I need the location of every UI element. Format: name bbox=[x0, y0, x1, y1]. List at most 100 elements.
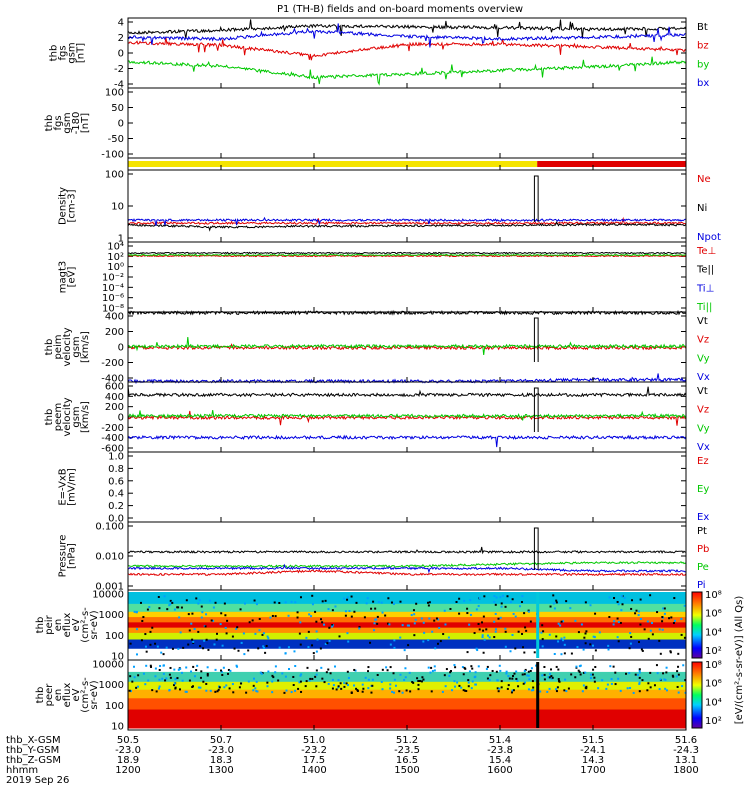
spectrogram-speckle bbox=[136, 685, 139, 688]
spectrogram-speckle bbox=[540, 631, 543, 634]
y-tick-label: 100 bbox=[105, 170, 124, 181]
spectrogram-speckle bbox=[579, 664, 582, 667]
spectrogram-speckle bbox=[154, 642, 157, 645]
spectrogram-speckle bbox=[191, 612, 194, 615]
spectrogram-speckle bbox=[149, 630, 152, 633]
spectrogram-speckle bbox=[451, 689, 454, 692]
spectrogram-speckle bbox=[555, 665, 558, 668]
y-tick-label: 0.2 bbox=[108, 501, 124, 512]
y-axis-label: (cm²-s- bbox=[80, 607, 91, 643]
spectrogram-speckle bbox=[661, 620, 664, 623]
y-axis-label: thb bbox=[35, 617, 46, 634]
spectrogram-band bbox=[128, 698, 686, 711]
y-tick-label: 10⁰ bbox=[107, 262, 124, 273]
spectrogram-speckle bbox=[467, 681, 470, 684]
spectrogram-speckle bbox=[393, 646, 396, 649]
spectrogram-speckle bbox=[656, 611, 659, 614]
spectrogram-speckle bbox=[481, 636, 484, 639]
spectrogram-speckle bbox=[157, 596, 160, 599]
legend-ni: Ni bbox=[697, 203, 707, 214]
spectrogram-speckle bbox=[528, 678, 531, 681]
spectrogram-speckle bbox=[664, 687, 667, 690]
spectrogram-speckle bbox=[212, 606, 215, 609]
spectrogram-speckle bbox=[422, 640, 425, 643]
spectrogram-speckle bbox=[584, 671, 587, 674]
spectrogram-speckle bbox=[265, 644, 268, 647]
spectrogram-speckle bbox=[202, 647, 205, 650]
y-tick-label: -400 bbox=[101, 374, 124, 385]
spectrogram-speckle bbox=[488, 636, 491, 639]
temperature-line bbox=[127, 253, 687, 257]
spectrogram-speckle bbox=[517, 685, 520, 688]
y-axis-label: [km/s] bbox=[80, 401, 91, 433]
spectrogram-speckle bbox=[358, 626, 361, 629]
spectrogram-speckle bbox=[225, 684, 228, 687]
spectrogram-speckle bbox=[165, 677, 168, 680]
spectrogram-speckle bbox=[613, 620, 616, 623]
colorbar-tick-label: 10² bbox=[705, 716, 722, 727]
spectrogram-speckle bbox=[522, 646, 525, 649]
spectrogram-speckle bbox=[355, 601, 358, 604]
spectrogram-speckle bbox=[594, 665, 597, 668]
spectrogram-speckle bbox=[494, 628, 497, 631]
spectrogram-speckle bbox=[577, 669, 580, 672]
spectrogram-speckle bbox=[214, 690, 217, 693]
time-axis-value: 13.1 bbox=[675, 755, 697, 766]
panel-frame bbox=[127, 521, 687, 591]
spectrogram-speckle bbox=[267, 670, 270, 673]
spectrogram-speckle bbox=[577, 631, 580, 634]
spectrogram-speckle bbox=[474, 671, 477, 674]
spectrogram-speckle bbox=[315, 650, 318, 653]
spectrogram-speckle bbox=[262, 645, 265, 648]
spectrogram-speckle bbox=[192, 640, 195, 643]
spectrogram-speckle bbox=[228, 687, 231, 690]
spectrogram-speckle bbox=[324, 643, 327, 646]
spectrogram-speckle bbox=[664, 678, 667, 681]
time-axis-value: 51.0 bbox=[303, 735, 325, 746]
spectrogram-speckle bbox=[254, 632, 257, 635]
spectrogram-speckle bbox=[185, 690, 188, 693]
spectrogram-speckle bbox=[570, 673, 573, 676]
spectrogram-speckle bbox=[676, 670, 679, 673]
spectrogram-speckle bbox=[380, 601, 383, 604]
spectrogram-speckle bbox=[308, 679, 311, 682]
spectrogram-speckle bbox=[404, 667, 407, 670]
spectrogram-speckle bbox=[580, 623, 583, 626]
spectrogram-speckle bbox=[321, 600, 324, 603]
spectrogram-speckle bbox=[682, 664, 685, 667]
spectrogram-speckle bbox=[498, 664, 501, 667]
spectrogram-speckle bbox=[353, 610, 356, 613]
time-axis-value: -24.3 bbox=[673, 745, 699, 756]
spectrogram-speckle bbox=[235, 627, 238, 630]
spectrogram-speckle bbox=[406, 624, 409, 627]
spectrogram-speckle bbox=[477, 665, 480, 668]
spectrogram-speckle bbox=[626, 687, 629, 690]
time-axis-value: -23.0 bbox=[208, 745, 234, 756]
spectrogram-speckle bbox=[559, 624, 562, 627]
legend-vy: Vy bbox=[697, 423, 710, 434]
spectrogram-speckle bbox=[373, 629, 376, 632]
spectrogram-speckle bbox=[315, 669, 318, 672]
spectrogram-speckle bbox=[343, 597, 346, 600]
spectrogram-speckle bbox=[390, 601, 393, 604]
spectrogram-speckle bbox=[195, 669, 198, 672]
time-axis-value: 1800 bbox=[673, 765, 698, 776]
spectrogram-speckle bbox=[521, 673, 524, 676]
spectrogram-speckle bbox=[510, 691, 513, 694]
spectrogram-speckle bbox=[262, 632, 265, 635]
spectrogram-speckle bbox=[266, 635, 269, 638]
spectrogram-speckle bbox=[560, 620, 563, 623]
spectrogram-speckle bbox=[505, 672, 508, 675]
spectrogram-speckle bbox=[298, 681, 301, 684]
spectrogram-speckle bbox=[507, 675, 510, 678]
y-tick-label: 200 bbox=[105, 402, 124, 413]
series-pb bbox=[127, 569, 687, 577]
series-pi bbox=[127, 563, 687, 574]
spectrogram-speckle bbox=[236, 665, 239, 668]
spectrogram-speckle bbox=[523, 673, 526, 676]
spectrogram-speckle bbox=[144, 683, 147, 686]
spectrogram-speckle bbox=[650, 621, 653, 624]
spectrogram-speckle bbox=[179, 631, 182, 634]
y-tick-label: 10⁻⁴ bbox=[102, 283, 124, 294]
y-axis-label: E=-VxB bbox=[58, 468, 69, 505]
